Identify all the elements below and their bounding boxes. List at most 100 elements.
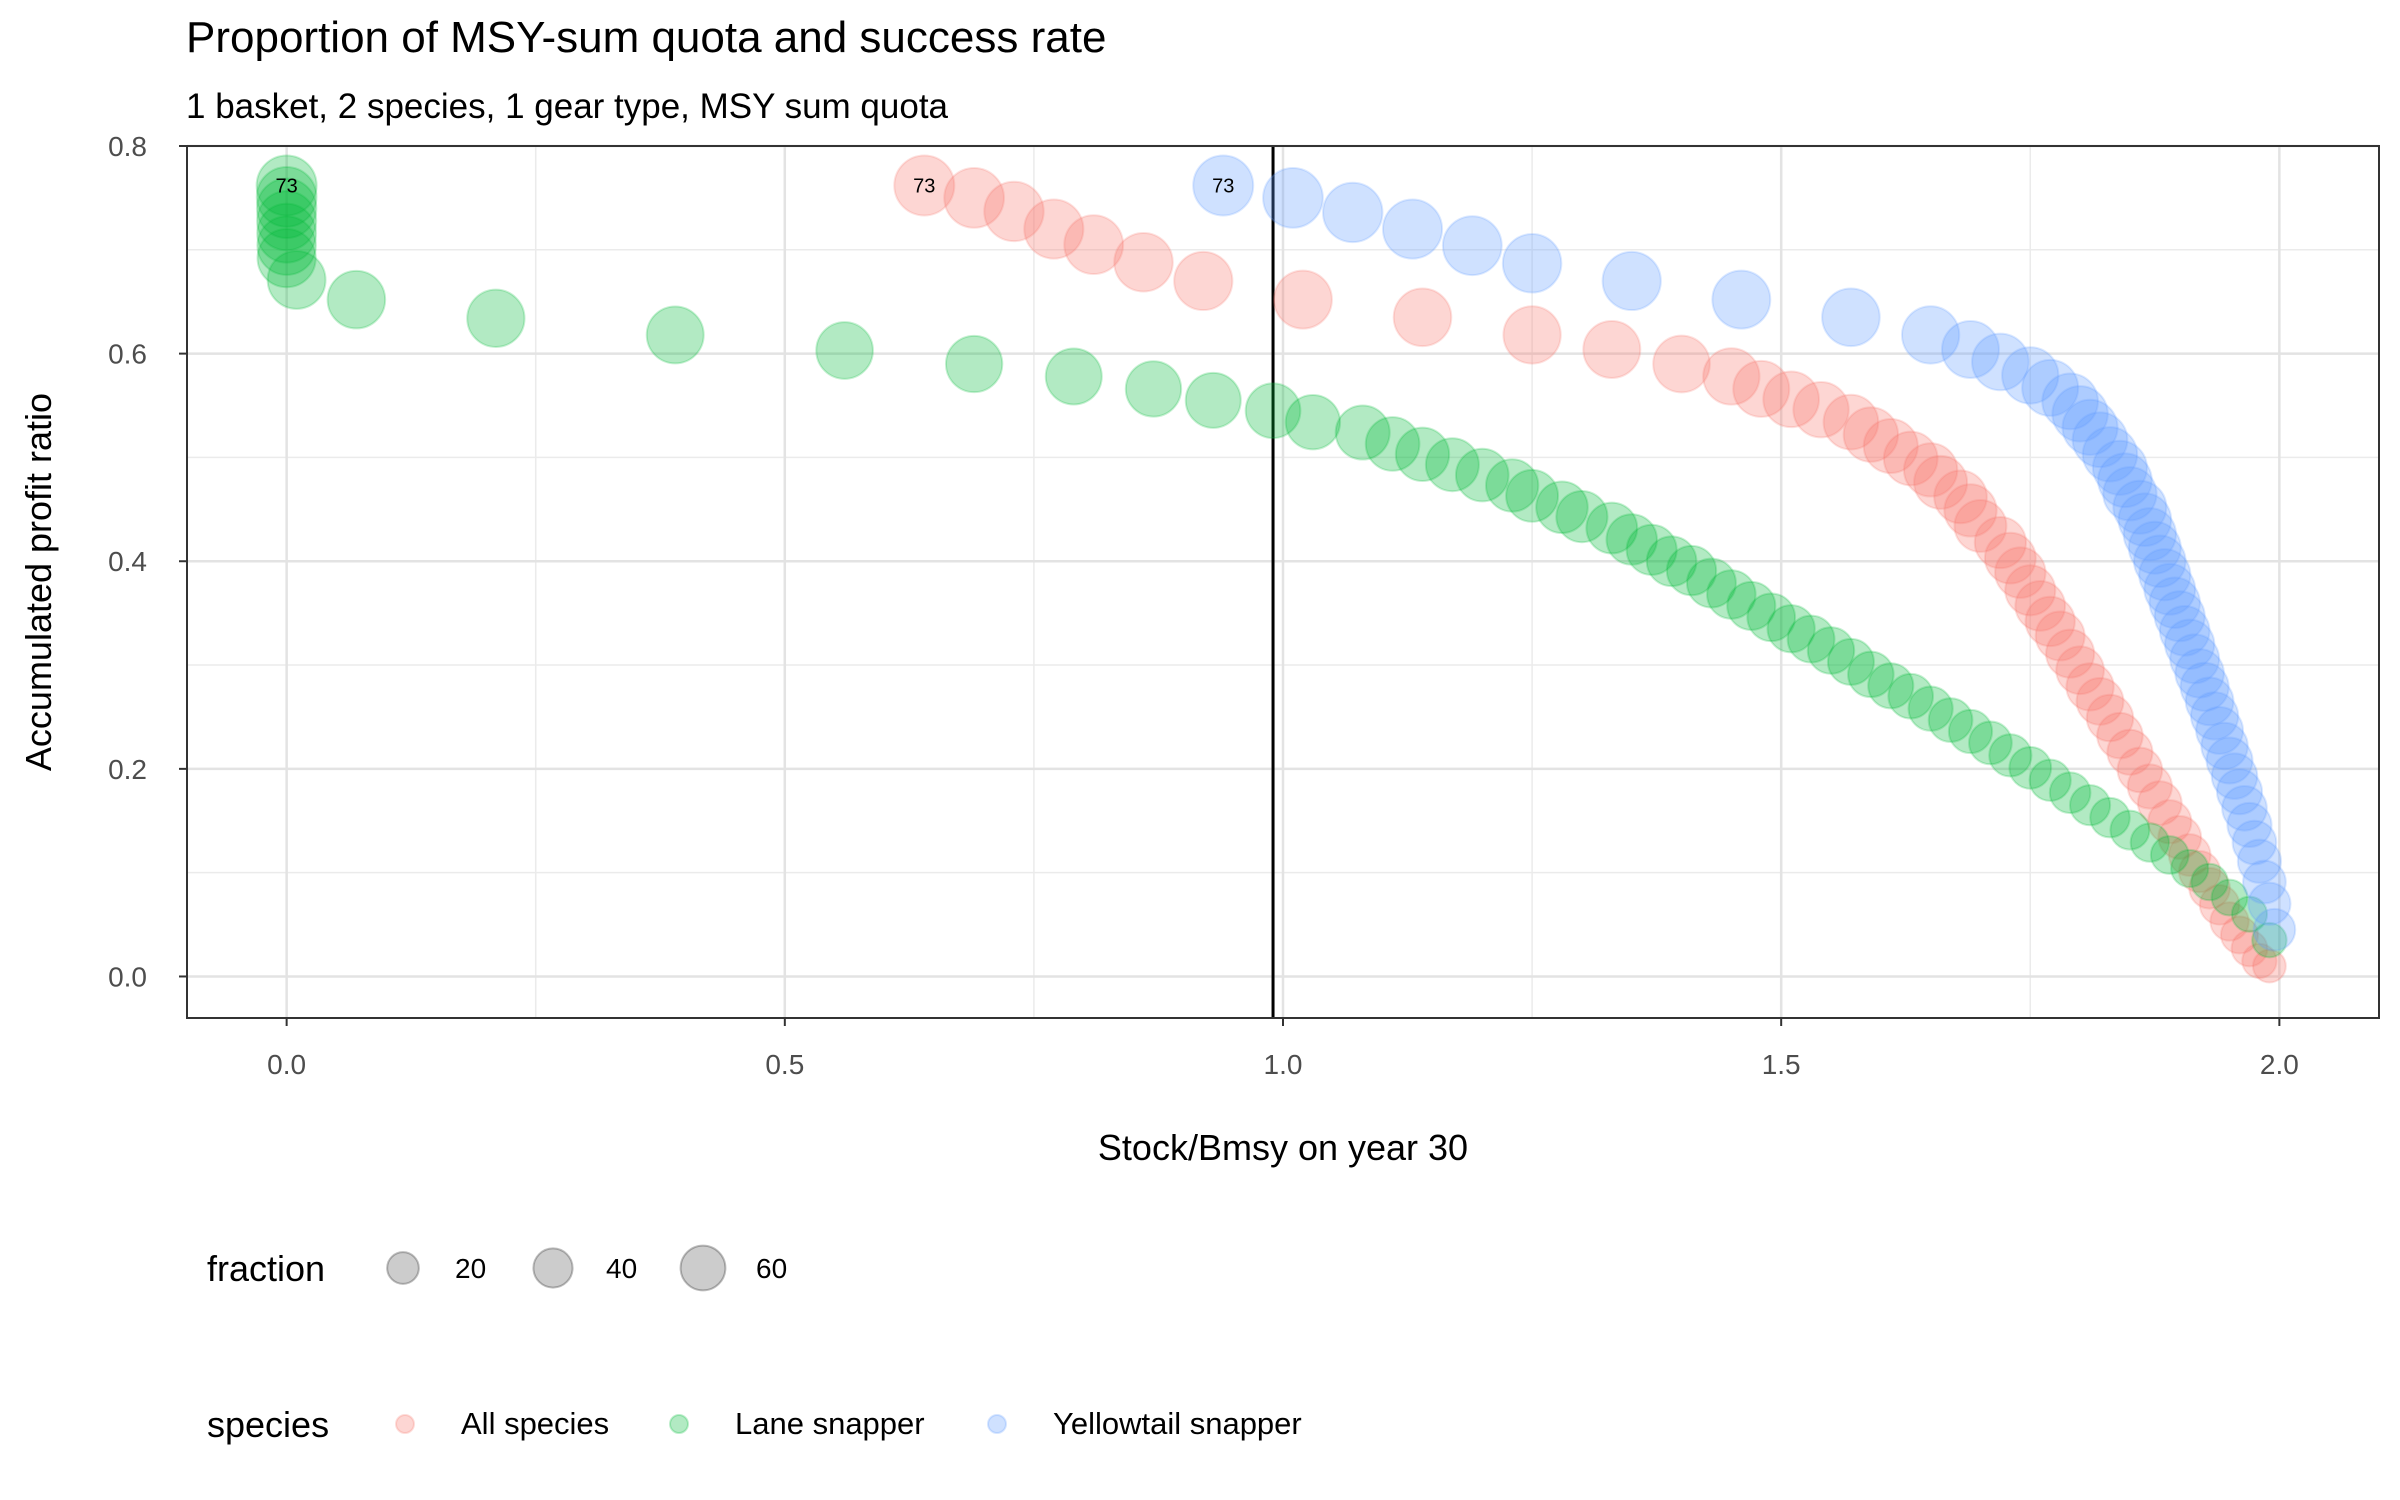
point-yellowtail-snapper <box>2081 426 2139 483</box>
point-all-species <box>2106 728 2154 776</box>
species-legend-label: Yellowtail snapper <box>1053 1406 1302 1441</box>
size-legend-key <box>386 1251 420 1285</box>
species-legend-key <box>395 1414 415 1434</box>
point-yellowtail-snapper <box>1971 332 2030 392</box>
point-lane-snapper <box>1685 557 1737 609</box>
point-lane-snapper <box>326 269 387 330</box>
point-lane-snapper <box>645 305 705 365</box>
point-lane-snapper <box>1625 523 1678 576</box>
point-all-species <box>2188 866 2231 910</box>
size-legend-key <box>679 1244 727 1292</box>
point-label-all-species: 73 <box>913 175 935 197</box>
point-all-species <box>1582 319 1642 379</box>
x-tick-label: 2.0 <box>2260 1049 2299 1080</box>
point-all-species <box>2136 780 2183 826</box>
point-lane-snapper <box>1806 626 1856 675</box>
point-yellowtail-snapper <box>1441 215 1503 277</box>
point-all-species <box>1113 232 1174 293</box>
y-axis-title: Accumulated profit ratio <box>18 393 59 771</box>
point-lane-snapper <box>1786 614 1836 664</box>
y-tick-label: 0.4 <box>108 546 147 577</box>
point-lane-snapper <box>256 215 317 276</box>
point-lane-snapper <box>1124 360 1183 418</box>
point-lane-snapper <box>1485 458 1540 513</box>
point-yellowtail-snapper <box>2184 676 2235 727</box>
point-lane-snapper <box>1907 685 1954 732</box>
point-lane-snapper <box>1555 489 1609 544</box>
point-all-species <box>2167 833 2212 877</box>
point-all-species <box>1913 454 1969 510</box>
point-all-species <box>2147 799 2193 845</box>
point-all-species <box>2219 915 2260 955</box>
point-lane-snapper <box>1454 447 1510 503</box>
point-all-species <box>1173 250 1234 312</box>
chart-subtitle: 1 basket, 2 species, 1 gear type, MSY su… <box>186 87 949 126</box>
point-lane-snapper <box>1847 650 1895 699</box>
point-all-species <box>2045 628 2096 679</box>
point-yellowtail-snapper <box>2138 548 2192 602</box>
point-lane-snapper <box>2048 771 2092 815</box>
species-legend-key <box>987 1414 1007 1434</box>
point-lane-snapper <box>2251 921 2288 959</box>
point-yellowtail-snapper <box>2051 385 2109 443</box>
point-all-species <box>2251 948 2287 984</box>
point-all-species <box>2024 595 2076 648</box>
point-yellowtail-snapper <box>2195 706 2245 755</box>
x-tick-label: 1.5 <box>1762 1049 1801 1080</box>
point-all-species <box>2126 763 2173 810</box>
point-yellowtail-snapper <box>1262 167 1324 229</box>
point-lane-snapper <box>1988 733 2033 778</box>
point-lane-snapper <box>1726 580 1777 631</box>
point-yellowtail-snapper <box>2122 507 2177 562</box>
point-all-species <box>1792 380 1850 439</box>
point-all-species <box>893 154 956 217</box>
x-axis: 0.0 0.5 1.0 1.5 2.0 <box>267 1018 2299 1080</box>
point-lane-snapper <box>1605 513 1658 566</box>
plot-panel: 73 73 73 <box>186 144 2380 1019</box>
point-lane-snapper <box>266 249 327 310</box>
series-all-species <box>893 154 2287 984</box>
point-yellowtail-snapper <box>2221 784 2268 832</box>
point-yellowtail-snapper <box>2200 721 2249 771</box>
point-all-species <box>1862 417 1919 475</box>
point-yellowtail-snapper <box>2242 859 2287 905</box>
point-lane-snapper <box>1746 592 1797 643</box>
species-legend-label: All species <box>461 1406 609 1441</box>
point-all-species <box>1702 347 1761 406</box>
point-yellowtail-snapper <box>2097 452 2153 509</box>
point-label-yellowtail-snapper: 73 <box>1212 175 1234 197</box>
point-all-species <box>1272 269 1333 330</box>
point-lane-snapper <box>466 288 526 348</box>
point-yellowtail-snapper <box>1941 319 2000 379</box>
point-lane-snapper <box>1766 604 1816 654</box>
point-yellowtail-snapper <box>2189 691 2240 741</box>
point-yellowtail-snapper <box>2174 648 2225 699</box>
point-lane-snapper <box>1505 468 1560 523</box>
point-all-species <box>1732 359 1791 418</box>
point-all-species <box>2241 942 2278 980</box>
y-tick-label: 0.2 <box>108 754 147 785</box>
size-legend-label: 20 <box>455 1253 486 1284</box>
point-yellowtail-snapper <box>1501 233 1563 294</box>
x-tick-label: 0.5 <box>765 1049 804 1080</box>
point-lane-snapper <box>815 321 874 380</box>
point-all-species <box>943 167 1005 229</box>
x-tick-label: 1.0 <box>1264 1049 1303 1080</box>
point-all-species <box>2065 662 2115 712</box>
species-legend: species All species Lane snapper Yellowtai… <box>207 1404 1302 1445</box>
point-yellowtail-snapper <box>2127 520 2182 575</box>
point-all-species <box>1882 430 1939 487</box>
size-legend-label: 40 <box>606 1253 637 1284</box>
point-lane-snapper <box>944 334 1004 394</box>
point-all-species <box>1953 498 2008 553</box>
point-all-species <box>1842 406 1900 463</box>
point-yellowtail-snapper <box>2205 736 2254 785</box>
point-yellowtail-snapper <box>1192 154 1255 217</box>
point-yellowtail-snapper <box>2117 492 2173 548</box>
point-lane-snapper <box>1665 544 1718 597</box>
point-all-species <box>1983 531 2037 585</box>
point-yellowtail-snapper <box>2226 801 2273 849</box>
size-legend-label: 60 <box>756 1253 787 1284</box>
point-yellowtail-snapper <box>2179 661 2230 712</box>
